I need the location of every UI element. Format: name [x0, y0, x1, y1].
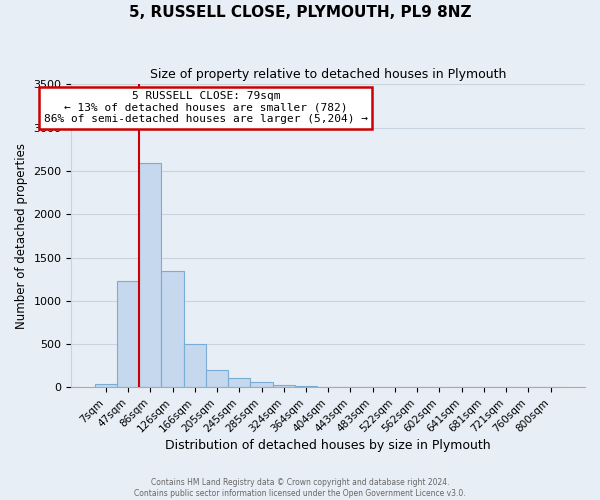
Bar: [317, 386, 340, 388]
Bar: [250, 382, 272, 388]
Bar: [161, 270, 184, 388]
Bar: [272, 385, 295, 388]
Bar: [295, 386, 317, 388]
Bar: [95, 384, 117, 388]
Text: 5, RUSSELL CLOSE, PLYMOUTH, PL9 8NZ: 5, RUSSELL CLOSE, PLYMOUTH, PL9 8NZ: [129, 5, 471, 20]
Text: 5 RUSSELL CLOSE: 79sqm
← 13% of detached houses are smaller (782)
86% of semi-de: 5 RUSSELL CLOSE: 79sqm ← 13% of detached…: [44, 91, 368, 124]
Title: Size of property relative to detached houses in Plymouth: Size of property relative to detached ho…: [150, 68, 506, 80]
Bar: [184, 344, 206, 388]
Bar: [139, 163, 161, 388]
X-axis label: Distribution of detached houses by size in Plymouth: Distribution of detached houses by size …: [166, 440, 491, 452]
Y-axis label: Number of detached properties: Number of detached properties: [15, 143, 28, 329]
Bar: [117, 281, 139, 388]
Text: Contains HM Land Registry data © Crown copyright and database right 2024.
Contai: Contains HM Land Registry data © Crown c…: [134, 478, 466, 498]
Bar: [206, 370, 228, 388]
Bar: [228, 378, 250, 388]
